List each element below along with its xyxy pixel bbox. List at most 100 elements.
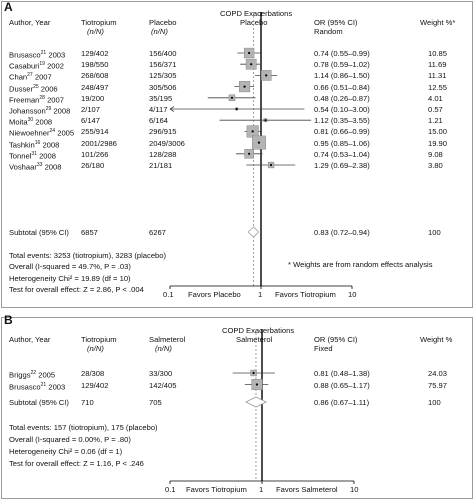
group2-events: 296/915 (149, 127, 177, 137)
group1-events: 2001/2986 (81, 138, 117, 148)
subtotal-odds-ratio: 0.86 (0.67–1.11) (314, 398, 370, 407)
panel-b-frame (1, 317, 473, 499)
study-year: 2008 (35, 117, 53, 127)
study-author: Niewoehner24 2005 (9, 127, 74, 138)
study-year: 2002 (47, 61, 64, 71)
odds-ratio-ci: 0.54 (0.10–3.00) (314, 105, 370, 114)
axis-tick-10: 10 (350, 485, 359, 494)
study-weight: 1.21 (428, 116, 443, 126)
study-weight: 4.01 (428, 93, 443, 103)
reference-number: 21 (40, 50, 47, 56)
study-author: Chan27 2007 (9, 71, 52, 82)
study-weight: 9.08 (428, 149, 443, 159)
axis-left-label: Favors Placebo (188, 290, 241, 299)
reference-number: 30 (27, 117, 34, 124)
col-header-group2-sub: (n/N) (155, 344, 172, 353)
point-estimate (264, 119, 267, 122)
study-author: Johansson29 2008 (9, 105, 70, 116)
col-header-study: Author, Year (9, 335, 51, 344)
author-name: Briggs (9, 370, 31, 380)
reference-number: 33 (36, 162, 43, 168)
stats-overall-effect: Test for overall effect: Z = 1.16, P < .… (9, 459, 144, 468)
author-name: Voshaar (9, 162, 37, 172)
panel-a-label: A (4, 0, 13, 14)
subtotal-weight: 100 (428, 228, 441, 237)
forest-subtitle: Salmeterol (236, 335, 273, 344)
group2-events: 305/506 (149, 82, 177, 92)
group1-events: 6/147 (81, 116, 101, 126)
study-weight: 75.97 (428, 380, 448, 390)
group2-events: 156/371 (149, 60, 177, 70)
study-author: Tashkin16 2008 (9, 139, 59, 150)
group1-events: 255/914 (81, 127, 109, 137)
group2-events: 35/195 (149, 93, 173, 103)
study-year: 2008 (44, 162, 62, 172)
forest-title: COPD Exacerbations (222, 326, 295, 335)
group1-events: 268/608 (81, 71, 109, 81)
subtotal-group2: 705 (149, 398, 162, 407)
author-name: Johansson (9, 106, 46, 116)
axis-tick-0.1: 0.1 (163, 290, 174, 299)
odds-ratio-ci: 1.29 (0.69–2.38) (314, 161, 370, 170)
study-weight: 0.57 (428, 105, 443, 114)
axis-tick-1: 1 (259, 485, 264, 494)
panel-a-frame (1, 1, 473, 308)
odds-ratio-ci: 0.95 (0.85–1.06) (314, 138, 370, 148)
subtotal-weight: 100 (428, 398, 441, 407)
odds-ratio-ci: 0.48 (0.26–0.87) (314, 93, 370, 103)
study-author: Moita30 2008 (9, 116, 52, 127)
author-name: Niewoehner (9, 128, 50, 138)
group1-events: 26/180 (81, 161, 105, 170)
reference-number: 28 (39, 94, 45, 101)
group1-events: 101/266 (81, 149, 109, 159)
study-weight: 11.31 (428, 71, 447, 81)
point-estimate (252, 371, 255, 375)
group2-events: 33/300 (149, 369, 173, 378)
author-name: Freeman (9, 95, 40, 105)
group1-events: 2/107 (81, 105, 101, 114)
subtotal-group1: 710 (81, 398, 94, 407)
group2-events: 6/164 (149, 116, 169, 126)
group1-events: 129/402 (81, 49, 109, 58)
study-year: 2006 (40, 84, 58, 94)
col-header-group1: Tiotropium (81, 18, 117, 27)
study-year: 2003 (48, 50, 66, 60)
study-year: 2005 (57, 128, 75, 138)
group2-events: 125/305 (149, 71, 177, 81)
stats-overall: Overall (I-squared = 49.7%, P = .03) (9, 262, 131, 271)
study-weight: 10.85 (428, 49, 448, 58)
stats-total-events: Total events: 157 (tiotropium), 175 (pla… (9, 423, 158, 432)
subtotal-group1: 6857 (81, 228, 98, 237)
weights-note: * Weights are from random effects analys… (288, 260, 433, 269)
stats-overall: Overall (I-squared = 0.00%, P = .80) (9, 435, 131, 444)
point-estimate (248, 51, 251, 55)
group2-events: 4/117 (149, 105, 168, 114)
study-author: Briggs22 2005 (9, 369, 55, 380)
ci-arrow (169, 106, 175, 112)
study-weight: 19.90 (428, 138, 448, 148)
subtotal-odds-ratio: 0.83 (0.72–0.94) (314, 228, 370, 237)
col-header-group1-sub: (n/N) (87, 27, 104, 36)
reference-number: 22 (30, 370, 37, 376)
col-header-group2: Placebo (149, 18, 177, 27)
axis-tick-1: 1 (258, 290, 263, 299)
study-year: 2005 (38, 370, 56, 380)
study-author: Tonnel31 2008 (9, 150, 56, 161)
odds-ratio-ci: 1.14 (0.86–1.50) (314, 71, 370, 81)
axis-tick-10: 10 (348, 290, 357, 299)
col-header-weight: Weight %* (420, 18, 456, 27)
point-estimate (251, 130, 254, 133)
reference-number: 25 (33, 83, 39, 90)
group2-events: 21/181 (149, 161, 173, 170)
study-author: Voshaar33 2008 (9, 161, 61, 172)
col-header-study: Author, Year (9, 18, 51, 27)
group1-events: 19/200 (81, 93, 105, 103)
col-header-or: OR (95% CI) (314, 335, 358, 344)
study-year: 2007 (47, 95, 64, 105)
study-weight: 3.80 (428, 161, 443, 170)
study-year: 2008 (53, 106, 71, 116)
author-name: Brusasco (9, 50, 41, 60)
col-header-weight: Weight % (420, 335, 453, 344)
point-estimate (243, 85, 246, 88)
col-header-group1-sub: (n/N) (87, 344, 104, 353)
